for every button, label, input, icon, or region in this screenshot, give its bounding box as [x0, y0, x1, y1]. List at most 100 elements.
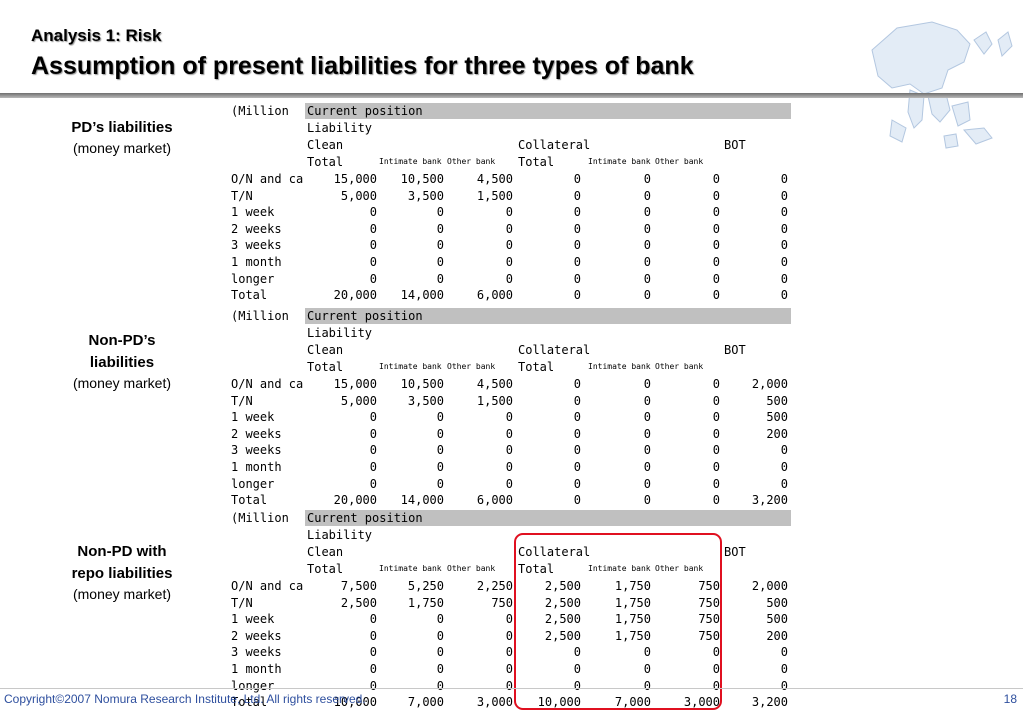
cell-value: 0 — [573, 678, 581, 693]
cell-value: 0 — [712, 443, 720, 458]
cell-value: 0 — [780, 205, 788, 220]
footer-rule — [0, 688, 1023, 689]
cell-value: 2,500 — [544, 595, 581, 610]
asia-map-logo — [871, 21, 1013, 149]
cell-value: 0 — [712, 188, 720, 203]
cell-value: 0 — [573, 410, 581, 425]
cell-value: 0 — [436, 410, 444, 425]
cell-value: 0 — [436, 271, 444, 286]
clean-label: Clean — [307, 545, 344, 559]
cell-value: 14,000 — [400, 493, 444, 508]
table-row: Total 10,000 7,000 3,000 10,000 7,000 3,000 3,2… — [231, 694, 791, 710]
table-row: 1 week 0 0 0 0 0 0 0 — [231, 204, 791, 220]
cell-value: 0 — [369, 426, 377, 441]
table-row: 2 weeks 0 0 0 0 0 0 0 — [231, 221, 791, 237]
total-label: Total — [518, 562, 555, 576]
total-label: Total — [307, 562, 344, 576]
row-label: 1 month — [231, 255, 282, 269]
interbank-label: Intimate bank — [379, 157, 442, 166]
cell-value: 0 — [369, 460, 377, 474]
row-label: 2 weeks — [231, 221, 282, 236]
side-label-sub: (money market) — [72, 140, 172, 156]
cell-value: 0 — [436, 460, 444, 474]
position-band — [305, 308, 791, 324]
cell-value: 0 — [369, 238, 377, 253]
table-row: 1 week 0 0 0 2,500 1,750 750 500 — [231, 611, 791, 627]
cell-value: 2,500 — [544, 579, 581, 593]
row-label: 1 month — [231, 662, 282, 676]
cell-value: 5,000 — [340, 188, 377, 203]
cell-value: 0 — [712, 271, 720, 286]
cell-value: 2,250 — [476, 579, 513, 593]
cell-value: 0 — [369, 255, 377, 269]
table-row: 3 weeks 0 0 0 0 0 0 0 — [231, 237, 791, 253]
cell-value: 500 — [766, 410, 788, 425]
cell-value: 0 — [643, 172, 651, 186]
side-label-line: Non-PD’s — [88, 332, 156, 349]
cell-value: 1,750 — [614, 579, 651, 593]
row-label: Total — [231, 695, 268, 710]
cell-value: 2,000 — [751, 377, 788, 391]
cell-value: 0 — [573, 476, 581, 491]
cell-value: 0 — [505, 255, 513, 269]
position-band — [305, 510, 791, 526]
cell-value: 0 — [436, 612, 444, 627]
cell-value: 0 — [643, 460, 651, 474]
cell-value: 0 — [505, 628, 513, 643]
otherbank-label: Other bank — [447, 157, 496, 166]
position-label: Current position — [307, 511, 423, 525]
cell-value: 0 — [573, 271, 581, 286]
liability-label: Liability — [307, 326, 373, 340]
unit-label: (Million — [231, 511, 289, 525]
cell-value: 0 — [505, 271, 513, 286]
cell-value: 3,000 — [683, 695, 720, 710]
cell-value: 3,000 — [476, 695, 513, 710]
side-label-line: PD’s liabilities — [71, 119, 173, 136]
side-label-pd: PD’s liabilities (money market) — [60, 117, 184, 158]
table-row: O/N and ca 7,500 5,250 2,250 2,500 1,750 750 2,… — [231, 578, 791, 594]
table-header-row: (Million Current position — [231, 308, 791, 324]
cell-value: 0 — [712, 377, 720, 391]
table-row: T/N 2,500 1,750 750 2,500 1,750 750 500 — [231, 595, 791, 611]
cell-value: 750 — [491, 595, 513, 610]
table-header-row: (Million Current position — [231, 510, 791, 526]
table-header-row: (Million Current position — [231, 103, 791, 119]
cell-value: 0 — [573, 238, 581, 253]
cell-value: 0 — [505, 460, 513, 474]
cell-value: 7,500 — [340, 579, 377, 593]
cell-value: 4,500 — [476, 377, 513, 391]
cell-value: 3,200 — [751, 695, 788, 710]
cell-value: 0 — [436, 662, 444, 676]
collateral-label: Collateral — [518, 138, 591, 152]
cell-value: 500 — [766, 612, 788, 627]
side-label-nonpd-repo: Non-PD with repo liabilities (money mark… — [60, 541, 184, 604]
interbank-label: Intimate bank — [379, 362, 442, 371]
cell-value: 0 — [643, 443, 651, 458]
side-label-line: Non-PD with — [77, 543, 167, 560]
table-row: longer 0 0 0 0 0 0 0 — [231, 678, 791, 694]
side-label-nonpd: Non-PD’s liabilities (money market) — [60, 330, 184, 393]
otherbank-label: Other bank — [655, 564, 704, 573]
table-row: Total 20,000 14,000 6,000 0 0 0 0 — [231, 287, 791, 303]
side-label-line: repo liabilities — [71, 565, 173, 582]
cell-value: 0 — [643, 493, 651, 508]
table-row: O/N and ca 15,000 10,500 4,500 0 0 0 2,000 — [231, 376, 791, 392]
table-row: 2 weeks 0 0 0 2,500 1,750 750 200 — [231, 628, 791, 644]
row-label: 3 weeks — [231, 238, 282, 253]
cell-value: 15,000 — [333, 172, 377, 186]
bot-label: BOT — [724, 343, 746, 357]
row-label: T/N — [231, 393, 253, 408]
table-row: O/N and ca 15,000 10,500 4,500 0 0 0 0 — [231, 171, 791, 187]
clean-label: Clean — [307, 138, 344, 152]
cell-value: 0 — [780, 678, 788, 693]
page-number: 18 — [1003, 692, 1017, 706]
cell-value: 0 — [780, 238, 788, 253]
row-label: O/N and ca — [231, 579, 303, 593]
cell-value: 500 — [766, 595, 788, 610]
header-rule — [0, 93, 1023, 98]
side-label-sub: (money market) — [72, 375, 172, 391]
table-row: Total 20,000 14,000 6,000 0 0 0 3,200 — [231, 492, 791, 508]
cell-value: 0 — [369, 476, 377, 491]
row-label: T/N — [231, 595, 253, 610]
cell-value: 0 — [369, 628, 377, 643]
